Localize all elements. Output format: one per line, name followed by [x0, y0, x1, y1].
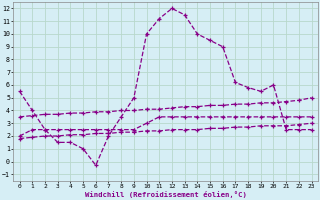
- X-axis label: Windchill (Refroidissement éolien,°C): Windchill (Refroidissement éolien,°C): [85, 191, 246, 198]
